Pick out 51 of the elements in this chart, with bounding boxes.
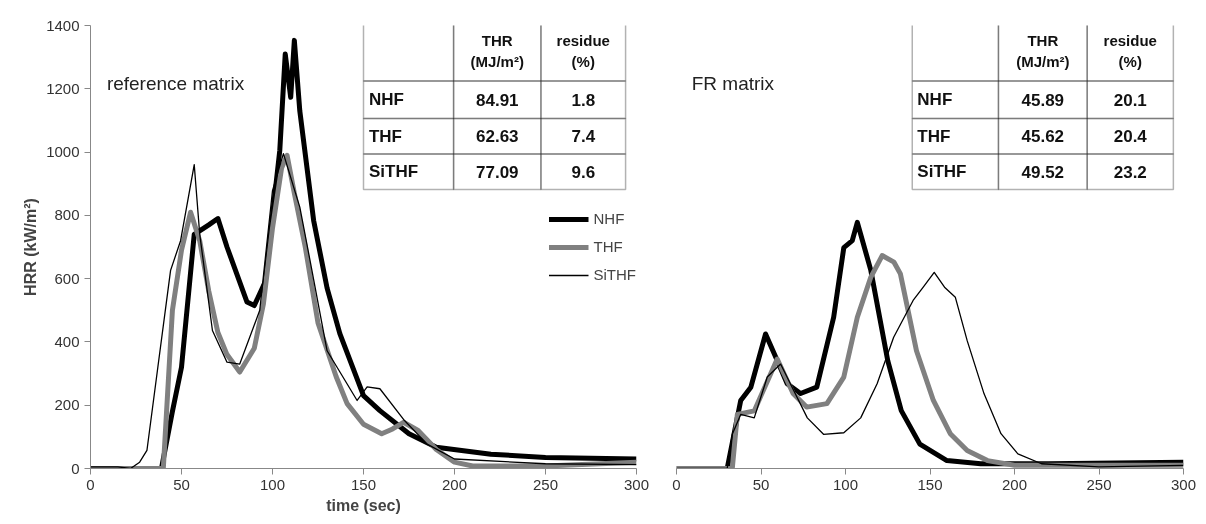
annotation: 1.8 [571,90,596,110]
x-tick-label: 200 [441,475,468,493]
annotation: SiTHF [368,162,419,182]
x-axis-title: time (sec) [326,496,401,514]
x-tick-label: 150 [917,475,943,493]
legend-label: SiTHF [593,266,636,283]
x-tick-label: 300 [623,475,650,493]
annotation: 23.2 [1113,162,1147,182]
x-tick-label: 0 [86,475,95,493]
x-tick-label: 250 [532,475,559,493]
x-tick-label: 150 [350,475,377,493]
annotation: NHF [917,90,953,110]
annotation: 62.63 [476,127,519,147]
x-tick-label: 50 [752,475,770,493]
x-tick-label: 50 [173,475,190,493]
annotation: THR (MJ/m²) [470,32,524,70]
annotation: SiTHF [917,162,967,182]
annotation: 45.89 [1021,90,1065,110]
annotation: 45.62 [1021,127,1065,147]
annotation: 20.4 [1113,127,1148,147]
x-tick-label: 200 [1001,475,1028,493]
annotation: THF [917,126,951,146]
annotation: THF [368,126,403,146]
x-tick-label: 0 [672,475,681,493]
legend-label: THF [593,238,623,255]
annotation: 7.4 [571,127,596,147]
y-tick-label: 1200 [46,79,80,97]
y-tick-label: 800 [54,206,80,224]
annotation: 77.09 [476,162,519,182]
annotation: 20.1 [1113,90,1147,110]
y-tick-label: 400 [54,332,80,350]
y-tick-label: 600 [54,269,80,287]
annotation: 84.91 [476,90,519,110]
y-tick-label: 1400 [46,16,80,34]
x-tick-label: 300 [1170,475,1197,493]
annotation: 49.52 [1021,162,1065,182]
legend-label: NHF [593,210,625,227]
x-tick-label: 100 [259,475,286,493]
annotation: THR (MJ/m²) [1016,32,1070,70]
y-tick-label: 200 [54,396,80,414]
y-axis-title: HRR (kW/m²) [22,198,40,296]
y-tick-label: 1000 [46,143,80,161]
x-tick-label: 250 [1086,475,1112,493]
annotation: reference matrix [106,72,245,94]
annotation: 9.6 [571,162,596,182]
annotation: NHF [368,90,404,110]
y-tick-label: 0 [71,459,80,477]
x-tick-label: 100 [832,475,859,493]
annotation: residue (%) [556,32,610,70]
annotation: FR matrix [691,72,775,94]
annotation: residue (%) [1103,32,1157,70]
